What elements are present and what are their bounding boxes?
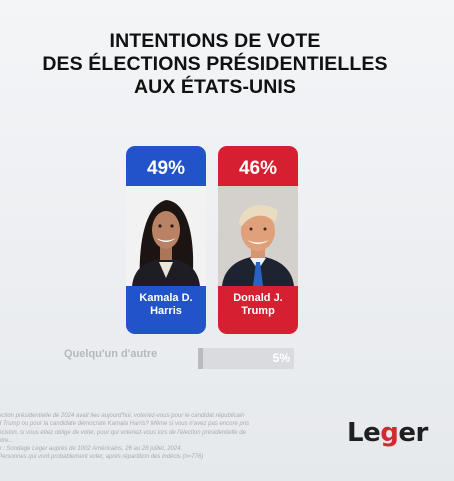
bar-trump: 46% Donald J. Trump xyxy=(218,146,298,334)
data-label-trump: 46% xyxy=(238,158,278,179)
data-label-other: 5% xyxy=(272,351,290,365)
footnote-line: Personnes qui vont probablement voter, a… xyxy=(0,454,204,461)
footnote-line: écision, si vous étiez obligé de voter, … xyxy=(0,429,246,436)
harris-portrait xyxy=(126,186,206,286)
footnote-line: ection présidentielle de 2024 avait lieu… xyxy=(0,413,245,419)
leger-logo: Leger xyxy=(347,418,428,448)
name-line: Harris xyxy=(150,305,182,317)
logo-text: Le xyxy=(347,418,381,448)
name-line: Trump xyxy=(241,305,275,317)
footnote-line: otre... xyxy=(0,437,14,444)
name-line: Kamala D. xyxy=(139,292,193,304)
footnote-line: e : Sondage Leger auprès de 1002 América… xyxy=(0,446,183,453)
bar-other xyxy=(198,348,203,369)
trump-portrait xyxy=(218,186,298,286)
bar-track-other xyxy=(198,348,294,369)
name-line: Donald J. xyxy=(233,292,283,304)
footnote-line: d Trump ou pour la candidate démocrate K… xyxy=(0,421,250,428)
chart-title: INTENTIONS DE VOTE DES ÉLECTIONS PRÉSIDE… xyxy=(0,30,430,99)
label-trump: Donald J. Trump xyxy=(218,292,298,318)
label-harris: Kamala D. Harris xyxy=(126,292,206,318)
title-line: INTENTIONS DE VOTE xyxy=(109,30,321,52)
footnote: ection présidentielle de 2024 avait lieu… xyxy=(0,412,318,462)
title-line: DES ÉLECTIONS PRÉSIDENTIELLES xyxy=(42,53,388,75)
bar-harris: 49% Kamala D. Harris xyxy=(126,146,206,334)
data-label-harris: 49% xyxy=(146,158,186,179)
title-line: AUX ÉTATS-UNIS xyxy=(133,76,297,98)
label-other: Quelqu'un d'autre xyxy=(64,348,158,360)
logo-text: er xyxy=(398,418,428,448)
logo-g-mark: g xyxy=(380,418,399,448)
